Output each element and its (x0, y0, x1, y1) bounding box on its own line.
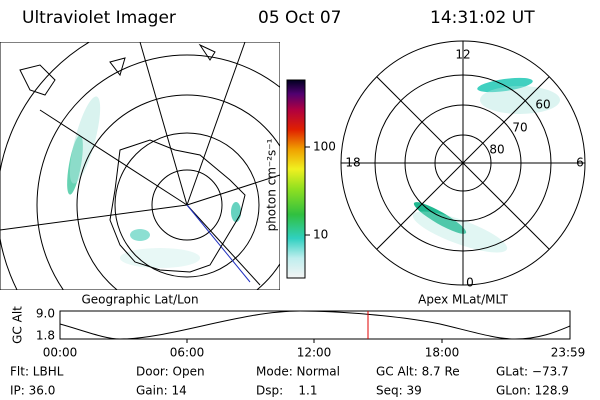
info-field: Gain: 14 (136, 384, 187, 398)
left-label: Geographic Lat/Lon (81, 293, 198, 307)
colorbar-tick: 10 (313, 228, 328, 242)
mlat-label: 80 (489, 143, 504, 157)
info-field: GLat: −73.7 (496, 365, 569, 379)
info-field: IP: 36.0 (10, 384, 55, 398)
alt-xtick: 00:00 (43, 346, 78, 360)
title: Ultraviolet Imager (22, 8, 176, 28)
colorbar-tick: 100 (313, 140, 336, 154)
altitude-plot (59, 310, 571, 343)
mlt-label: 18 (345, 156, 360, 170)
alt-xtick: 23:59 (551, 346, 586, 360)
alt-xtick: 18:00 (425, 346, 460, 360)
colorbar (286, 79, 306, 279)
info-field: GC Alt: 8.7 Re (376, 365, 460, 379)
alt-ytick: 1.8 (36, 329, 55, 343)
alt-ytick: 9.0 (36, 307, 55, 321)
mlat-label: 70 (512, 121, 527, 135)
mlt-label: 12 (455, 48, 470, 62)
alt-ylabel: GC Alt (11, 306, 25, 344)
info-table: Flt: LBHL Door: Open Mode: Normal GC Alt: 8… (10, 365, 569, 398)
info-field: Dsp: 1.1 (256, 384, 318, 398)
time: 14:31:02 UT (430, 8, 535, 28)
info-field: Flt: LBHL (10, 365, 64, 379)
mlat-label: 60 (535, 98, 550, 112)
geographic-map (0, 42, 280, 290)
mlt-label: 0 (466, 276, 474, 290)
info-field: GLon: 128.9 (496, 384, 569, 398)
date: 05 Oct 07 (258, 8, 341, 28)
info-field: Mode: Normal (256, 365, 340, 379)
info-field: Seq: 39 (376, 384, 422, 398)
alt-xtick: 12:00 (297, 346, 332, 360)
right-label: Apex MLat/MLT (418, 293, 508, 307)
mlt-label: 6 (576, 156, 584, 170)
colorbar-label: photon cm⁻²s⁻¹ (265, 138, 279, 231)
info-field: Door: Open (136, 365, 205, 379)
mlt-dial (340, 40, 586, 286)
alt-xtick: 06:00 (170, 346, 205, 360)
